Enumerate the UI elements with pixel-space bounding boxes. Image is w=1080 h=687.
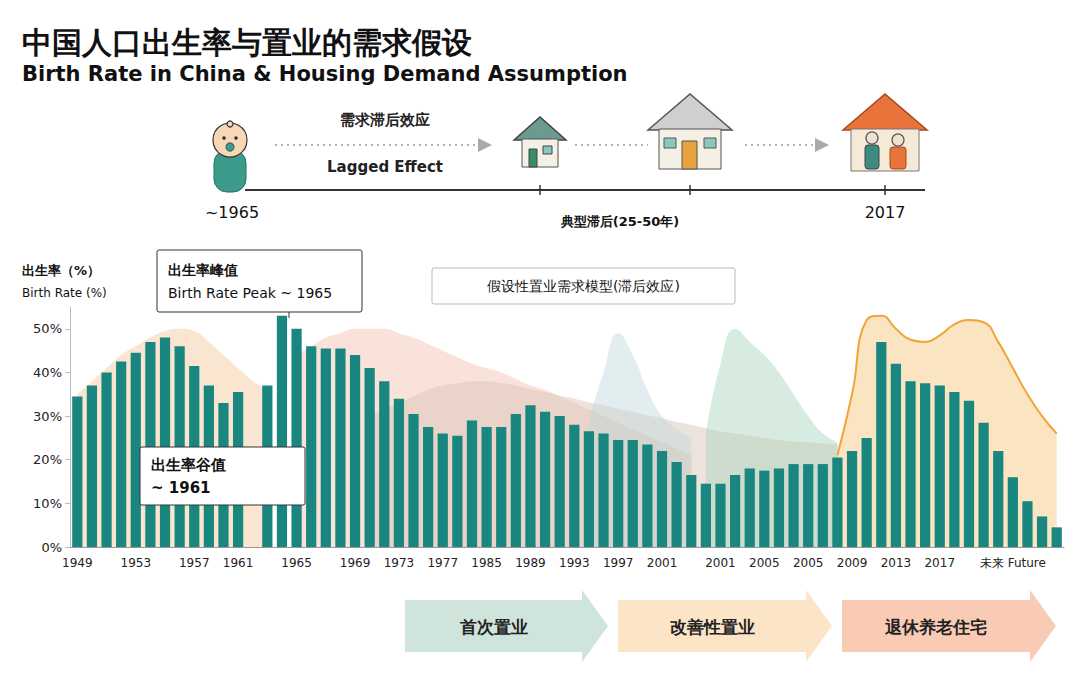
svg-text:2005: 2005 (749, 556, 780, 570)
svg-text:Birth Rate in China & Housing: Birth Rate in China & Housing Demand Ass… (22, 62, 628, 86)
svg-text:40%: 40% (33, 365, 62, 380)
svg-text:Lagged Effect: Lagged Effect (327, 158, 443, 176)
svg-text:2001: 2001 (705, 556, 736, 570)
svg-text:1949: 1949 (62, 556, 93, 570)
svg-text:20%: 20% (33, 452, 62, 467)
svg-text:2013: 2013 (881, 556, 912, 570)
svg-text:出生率（%）: 出生率（%） (22, 263, 100, 278)
svg-text:1993: 1993 (559, 556, 590, 570)
svg-text:首次置业: 首次置业 (459, 617, 528, 637)
svg-text:中国人口出生率与置业的需求假设: 中国人口出生率与置业的需求假设 (22, 25, 472, 60)
svg-text:出生率峰值: 出生率峰值 (168, 262, 238, 278)
svg-text:2017: 2017 (924, 556, 955, 570)
svg-text:1985: 1985 (471, 556, 502, 570)
svg-text:典型滞后(25-50年): 典型滞后(25-50年) (560, 214, 679, 229)
svg-text:1973: 1973 (384, 556, 415, 570)
svg-text:0%: 0% (41, 540, 62, 555)
svg-text:50%: 50% (33, 321, 62, 336)
svg-text:1957: 1957 (179, 556, 210, 570)
svg-text:1969: 1969 (340, 556, 371, 570)
svg-text:10%: 10% (33, 496, 62, 511)
svg-text:30%: 30% (33, 409, 62, 424)
svg-text:1989: 1989 (515, 556, 546, 570)
svg-text:改善性置业: 改善性置业 (670, 617, 755, 637)
svg-text:2017: 2017 (865, 203, 906, 222)
svg-text:需求滞后效应: 需求滞后效应 (340, 111, 430, 129)
svg-text:退休养老住宅: 退休养老住宅 (884, 617, 987, 637)
svg-text:2001: 2001 (647, 556, 678, 570)
svg-text:出生率谷值: 出生率谷值 (151, 456, 226, 474)
svg-text:未来 Future: 未来 Future (980, 556, 1046, 570)
svg-text:~ 1961: ~ 1961 (151, 479, 211, 497)
svg-text:1997: 1997 (603, 556, 634, 570)
svg-text:~1965: ~1965 (205, 203, 259, 222)
svg-text:1961: 1961 (223, 556, 254, 570)
svg-text:1977: 1977 (427, 556, 458, 570)
svg-text:2009: 2009 (837, 556, 868, 570)
svg-text:1953: 1953 (121, 556, 152, 570)
svg-text:2005: 2005 (793, 556, 824, 570)
svg-text:1965: 1965 (281, 556, 312, 570)
svg-text:假设性置业需求模型(滞后效应): 假设性置业需求模型(滞后效应) (487, 278, 680, 294)
svg-text:Birth Rate Peak ~ 1965: Birth Rate Peak ~ 1965 (168, 285, 332, 301)
svg-text:Birth Rate (%): Birth Rate (%) (22, 286, 107, 300)
